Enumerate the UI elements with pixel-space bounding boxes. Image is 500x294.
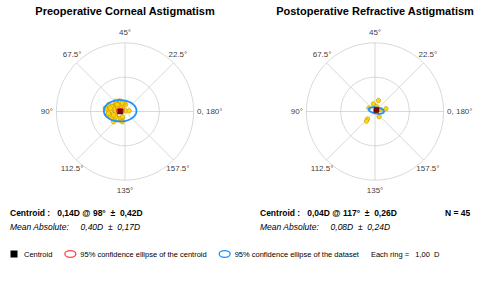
- svg-text:0, 180°: 0, 180°: [197, 107, 222, 116]
- svg-text:67.5°: 67.5°: [63, 50, 82, 59]
- svg-text:N = 45: N = 45: [445, 208, 471, 218]
- svg-text:90°: 90°: [291, 107, 303, 116]
- svg-text:157.5°: 157.5°: [416, 164, 439, 173]
- svg-text:22.5°: 22.5°: [419, 50, 438, 59]
- svg-text:135°: 135°: [117, 186, 134, 195]
- svg-text:Mean Absolute: 0,40D ± 0: Mean Absolute: 0,40D ± 0,17D: [10, 222, 140, 232]
- svg-text:95% confidence ellipse of the: 95% confidence ellipse of the dataset: [235, 250, 360, 259]
- svg-text:45°: 45°: [369, 28, 381, 37]
- svg-text:112.5°: 112.5°: [311, 164, 334, 173]
- svg-text:90°: 90°: [41, 107, 53, 116]
- svg-text:Centroid: Centroid: [24, 250, 52, 259]
- svg-text:95% confidence ellipse of the: 95% confidence ellipse of the centroid: [80, 250, 206, 259]
- svg-text:Preoperative Corneal Astigmati: Preoperative Corneal Astigmatism: [35, 5, 215, 17]
- svg-text:Centroid : 0,04D @ 117° ±: Centroid : 0,04D @ 117° ± 0,26D: [260, 208, 397, 218]
- svg-text:45°: 45°: [119, 28, 131, 37]
- svg-text:Centroid : 0,14D @ 98° ± 0: Centroid : 0,14D @ 98° ± 0,42D: [10, 208, 143, 218]
- svg-text:Mean Absolute: 0,08D ± 0: Mean Absolute: 0,08D ± 0,24D: [260, 222, 390, 232]
- svg-text:112.5°: 112.5°: [61, 164, 84, 173]
- svg-text:22.5°: 22.5°: [169, 50, 188, 59]
- svg-text:Each ring = 1,00 D: Each ring = 1,00 D: [371, 250, 440, 259]
- svg-text:157.5°: 157.5°: [166, 164, 189, 173]
- svg-text:Postoperative Refractive Astig: Postoperative Refractive Astigmatism: [276, 5, 474, 17]
- svg-text:0, 180°: 0, 180°: [447, 107, 472, 116]
- svg-text:135°: 135°: [367, 186, 384, 195]
- svg-text:67.5°: 67.5°: [313, 50, 332, 59]
